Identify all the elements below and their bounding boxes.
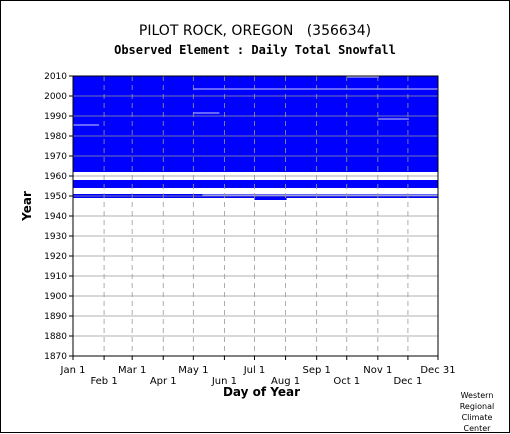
y-tick-label: 2010 — [44, 72, 67, 82]
y-tick-label: 1930 — [44, 232, 67, 242]
credit-line: Climate — [461, 413, 493, 422]
observed-block — [73, 180, 438, 188]
observed-block — [254, 198, 287, 200]
y-tick-label: 1950 — [44, 192, 67, 202]
x-tick-label: May 1 — [178, 365, 208, 376]
data-layer — [73, 76, 439, 200]
y-tick-label: 1940 — [44, 212, 67, 222]
y-tick-label: 1960 — [44, 172, 67, 182]
x-tick-label: Sep 1 — [302, 365, 330, 376]
missing-gap — [193, 88, 438, 90]
missing-gap — [193, 112, 220, 114]
y-tick-label: 1970 — [44, 152, 67, 162]
missing-gap — [73, 124, 100, 126]
y-tick-label: 1990 — [44, 112, 67, 122]
x-tick-label: Mar 1 — [118, 365, 146, 376]
x-tick-label: Jul 1 — [243, 365, 266, 376]
x-tick-label: Oct 1 — [333, 376, 360, 387]
credit-line: Center — [463, 424, 491, 433]
x-axis-label: Day of Year — [223, 385, 300, 399]
missing-gap — [88, 188, 439, 190]
missing-gap — [377, 118, 409, 120]
x-tick-label: Dec 31 — [420, 365, 455, 376]
missing-gap — [202, 194, 438, 196]
y-tick-label: 1910 — [44, 272, 67, 282]
y-tick-label: 1920 — [44, 252, 67, 262]
y-tick-labels: 1870 1880 1890 1900 1910 1920 1930 1940 1950 1960… — [44, 72, 67, 362]
x-tick-label: Jun 1 — [211, 376, 237, 387]
y-tick-label: 1870 — [44, 352, 67, 362]
y-tick-label: 1980 — [44, 132, 67, 142]
wrcc-credit: Western Regional Climate Center — [449, 390, 505, 434]
credit-line: Regional — [459, 402, 495, 411]
y-tick-label: 1890 — [44, 312, 67, 322]
y-tick-label: 2000 — [44, 92, 67, 102]
x-tick-label: Jan 1 — [60, 365, 86, 376]
chart-subtitle: Observed Element : Daily Total Snowfall — [114, 43, 396, 57]
missing-gap — [73, 190, 438, 194]
x-tick-label: Feb 1 — [90, 376, 117, 387]
plot-border — [72, 75, 439, 357]
chart-title: PILOT ROCK, OREGON (356634) — [138, 23, 372, 39]
credit-line: Western — [460, 391, 494, 400]
x-tick-label: Nov 1 — [363, 365, 392, 376]
x-tick-label: Aug 1 — [271, 376, 300, 387]
y-tick-label: 1880 — [44, 332, 67, 342]
observed-block — [73, 196, 438, 198]
y-tick-label: 1900 — [44, 292, 67, 302]
x-tick-label: Dec 1 — [393, 376, 422, 387]
y-axis-label: Year — [20, 191, 34, 222]
x-tick-label: Apr 1 — [150, 376, 177, 387]
observed-block — [73, 76, 438, 172]
missing-gap — [346, 76, 379, 78]
